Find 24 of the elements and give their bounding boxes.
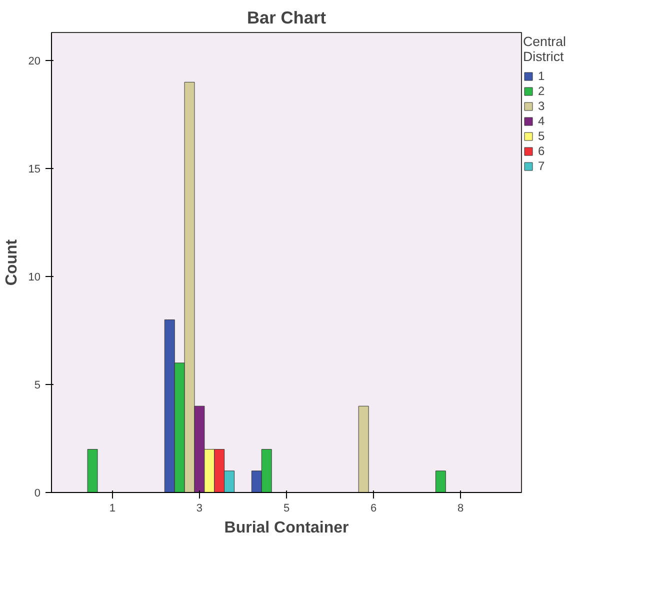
y-tick-label: 20 [28, 56, 41, 68]
legend-label: 7 [538, 159, 546, 173]
legend-label: 4 [538, 114, 546, 128]
legend-label: 1 [538, 69, 546, 83]
x-tick-label: 8 [458, 502, 464, 514]
legend-label: 6 [538, 144, 546, 158]
x-axis-title: Burial Container [224, 520, 349, 536]
legend-label: 2 [538, 84, 546, 98]
bar [435, 470, 446, 492]
bar [87, 449, 98, 492]
x-tick-label: 3 [196, 502, 203, 514]
y-tick-label: 15 [28, 164, 41, 176]
bar [358, 406, 369, 492]
x-tick-label: 6 [370, 502, 377, 514]
y-axis-title: Count [3, 238, 20, 286]
legend-label: 5 [538, 129, 546, 143]
y-tick-label: 10 [28, 272, 41, 284]
legend-label: 3 [538, 99, 546, 113]
x-tick-label: 1 [109, 502, 116, 514]
legend-title: Central District [523, 34, 566, 64]
chart-title: Bar Chart [247, 8, 326, 28]
x-tick-label: 5 [283, 502, 290, 514]
y-tick-label: 5 [34, 380, 41, 392]
y-tick-label: 0 [34, 488, 41, 500]
